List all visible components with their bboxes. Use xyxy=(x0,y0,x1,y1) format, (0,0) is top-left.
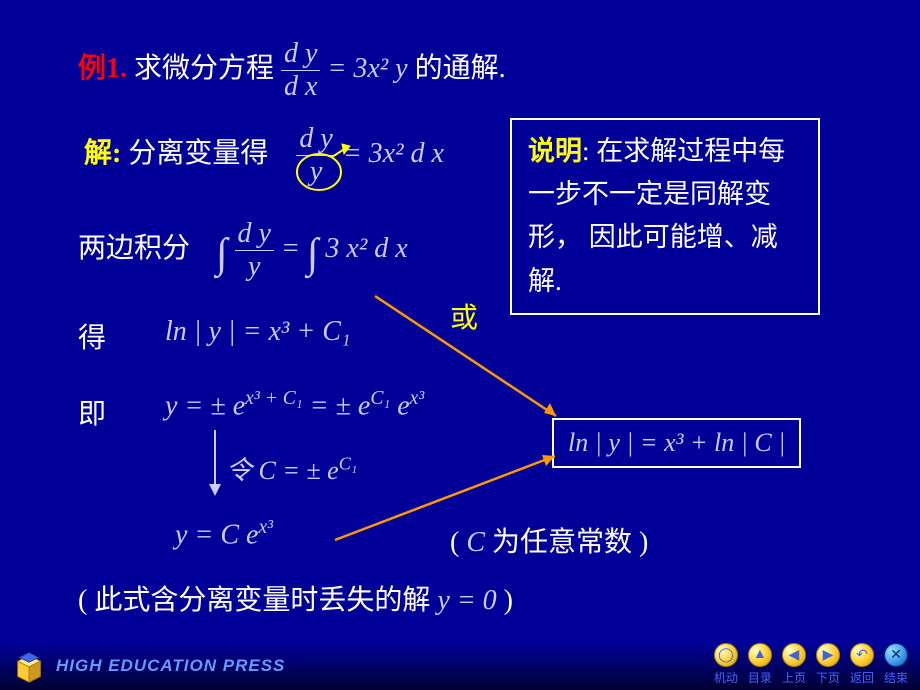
nav-next-button[interactable]: ▶下页 xyxy=(816,643,840,686)
result-row: 得 xyxy=(78,316,106,356)
line4-text: 得 xyxy=(78,323,106,354)
nav-prev-button[interactable]: ◀上页 xyxy=(782,643,806,686)
nav-anim-button[interactable]: ◯机动 xyxy=(714,643,738,686)
brand-text: HIGH EDUCATION PRESS xyxy=(56,656,285,676)
note-label: 说明 xyxy=(528,136,582,166)
or-label: 或 xyxy=(450,296,478,336)
example-title-row: 例1. 求微分方程 d yd x = 3x² y 的通解. xyxy=(78,40,506,101)
line1-eq: d yd x = 3x² y xyxy=(281,53,415,84)
line1-text-b: 的通解. xyxy=(415,53,506,84)
solution-row: 解: 分离变量得 d yy = 3x² d x xyxy=(84,125,444,186)
line3-eq: ∫ d yy = ∫ 3 x² d x xyxy=(216,233,408,264)
line8-row: ( 此式含分离变量时丢失的解 y = 0 ) xyxy=(78,578,513,618)
line7-eq: y = C ex³ xyxy=(175,517,273,551)
example-label: 例1. xyxy=(78,53,127,84)
line5-eq: y = ± ex³ + C₁ = ± eC₁ ex³ xyxy=(165,388,424,422)
line7-tail: ( C 为任意常数 ) xyxy=(450,520,648,560)
close-icon: ✕ xyxy=(884,643,908,667)
brand-block: HIGH EDUCATION PRESS xyxy=(10,648,285,684)
up-icon: ▲ xyxy=(748,643,772,667)
nav-end-button[interactable]: ✕结束 xyxy=(884,643,908,686)
down-arrow-icon xyxy=(205,430,225,500)
line5-text: 即 xyxy=(78,392,106,432)
highlight-ring xyxy=(294,152,354,196)
return-icon: ↶ xyxy=(850,643,874,667)
solution-label: 解: xyxy=(84,138,121,169)
note-callout: 说明: 在求解过程中每一步不一定是同解变形， 因此可能增、减解. xyxy=(510,118,820,315)
line6-eq: 令 C = ± eC₁ xyxy=(226,450,357,487)
integrate-row: 两边积分 ∫ d yy = ∫ 3 x² d x xyxy=(78,220,408,281)
line1-text-a: 求微分方程 xyxy=(134,53,281,84)
left-icon: ◀ xyxy=(782,643,806,667)
line2-text: 分离变量得 xyxy=(128,138,268,169)
nav-back-button[interactable]: ↶返回 xyxy=(850,643,874,686)
cube-logo-icon xyxy=(10,648,48,684)
line3-text: 两边积分 xyxy=(78,233,190,264)
circle-icon: ◯ xyxy=(714,643,738,667)
right-icon: ▶ xyxy=(816,643,840,667)
nav-toc-button[interactable]: ▲目录 xyxy=(748,643,772,686)
line4-eq: ln | y | = x³ + C₁ xyxy=(165,316,351,348)
alt-form-callout: ln | y | = x³ + ln | C | xyxy=(552,418,801,468)
